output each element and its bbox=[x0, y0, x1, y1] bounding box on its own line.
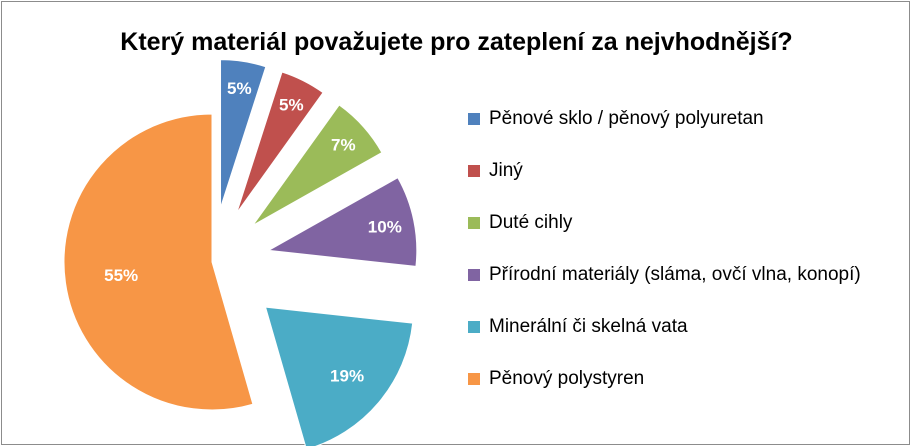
pie-data-labels: 5% 5% 7% 10% 19% 55% bbox=[104, 79, 402, 386]
data-label-penovy-polystyren: 55% bbox=[104, 266, 138, 285]
legend-swatch bbox=[468, 373, 480, 385]
pie-slice-jiny bbox=[236, 71, 324, 214]
data-label-jiny: 5% bbox=[279, 95, 304, 114]
data-label-prirodni-materialy-slama-ovci-vlna-konopi: 10% bbox=[368, 218, 402, 237]
legend-swatch bbox=[468, 321, 480, 333]
legend-swatch bbox=[468, 165, 480, 177]
data-label-dute-cihly: 7% bbox=[331, 135, 356, 154]
legend-label: Pěnové sklo / pěnový polyuretan bbox=[489, 108, 764, 129]
data-label-penove-sklo-penovy-polyuretan: 5% bbox=[227, 79, 252, 98]
pie-slice-prirodni-materialy-slama-ovci-vlna-konopi bbox=[267, 177, 418, 267]
legend-swatch bbox=[468, 217, 480, 229]
data-label-mineralni-ci-skelna-vata: 19% bbox=[330, 367, 364, 386]
legend-swatch bbox=[468, 113, 480, 125]
chart-title: Který materiál považujete pro zateplení … bbox=[120, 28, 793, 56]
pie-slice-dute-cihly bbox=[252, 104, 383, 226]
legend-label: Jiný bbox=[489, 160, 523, 181]
legend-label: Pěnový polystyren bbox=[489, 368, 645, 389]
pie-slice-penove-sklo-penovy-polyuretan bbox=[220, 59, 267, 208]
legend-label: Minerální či skelná vata bbox=[489, 316, 688, 337]
legend-swatch bbox=[468, 269, 480, 281]
legend-label: Duté cihly bbox=[489, 212, 573, 233]
pie-slice-mineralni-ci-skelna-vata bbox=[264, 306, 414, 446]
pie-slices bbox=[63, 59, 418, 446]
pie-slice-penovy-polystyren bbox=[63, 113, 254, 411]
legend-label: Přírodní materiály (sláma, ovčí vlna, ko… bbox=[489, 264, 861, 285]
